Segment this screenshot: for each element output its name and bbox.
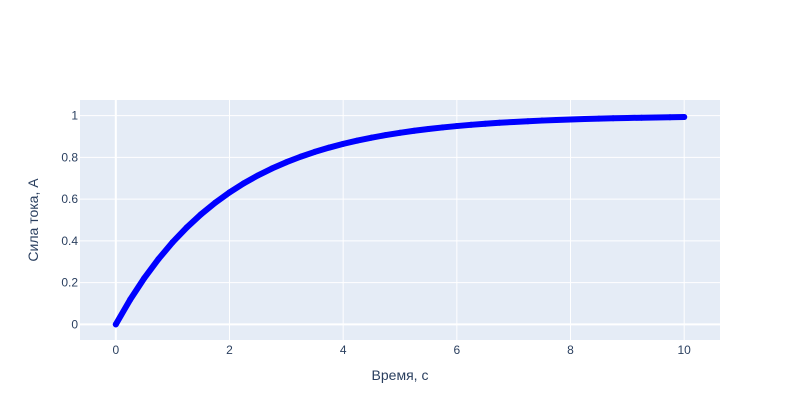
data-point: [468, 121, 475, 128]
data-point: [368, 134, 375, 141]
data-point: [141, 275, 148, 282]
data-point: [638, 114, 645, 121]
data-point: [425, 125, 432, 132]
data-point: [269, 165, 276, 172]
x-tick-labels: 0 2 4 6 8 10: [112, 343, 691, 357]
data-point: [482, 120, 489, 127]
data-point: [652, 114, 659, 121]
data-point: [354, 137, 361, 144]
x-tick-label: 0: [112, 343, 119, 357]
data-point: [212, 199, 219, 206]
data-point: [112, 321, 119, 328]
data-point: [127, 296, 134, 303]
data-point: [681, 114, 688, 121]
x-tick-label: 10: [678, 343, 692, 357]
x-tick-label: 6: [453, 343, 460, 357]
data-point: [382, 132, 389, 139]
plot-area: [80, 100, 720, 340]
x-grid-lines: [114, 100, 685, 340]
data-point: [297, 153, 304, 160]
x-axis-title: Время, с: [372, 367, 429, 383]
series-layer: [112, 114, 688, 328]
data-point: [595, 115, 602, 122]
x-tick-label: 2: [226, 343, 233, 357]
y-tick-label: 1: [71, 109, 78, 123]
data-point: [254, 172, 261, 179]
data-point: [411, 127, 418, 134]
data-point: [226, 189, 233, 196]
data-point: [198, 211, 205, 218]
data-point: [340, 140, 347, 147]
y-tick-label: 0.8: [61, 150, 78, 164]
x-tick-label: 4: [340, 343, 347, 357]
data-point: [510, 118, 517, 125]
data-point: [666, 114, 673, 121]
y-tick-label: 0.6: [61, 192, 78, 206]
y-tick-label: 0.4: [61, 234, 78, 248]
data-point: [283, 159, 290, 166]
x-tick-label: 8: [567, 343, 574, 357]
data-point: [439, 124, 446, 131]
y-tick-label: 0.2: [61, 276, 78, 290]
data-point: [624, 114, 631, 121]
y-tick-label: 0: [71, 317, 78, 331]
data-point: [325, 144, 332, 151]
data-point: [240, 180, 247, 187]
data-point: [610, 115, 617, 122]
data-point: [581, 116, 588, 123]
data-point: [496, 119, 503, 126]
data-point: [311, 148, 318, 155]
data-point: [567, 116, 574, 123]
y-tick-labels: 0 0.2 0.4 0.6 0.8 1: [61, 109, 78, 332]
data-point: [183, 224, 190, 231]
data-point: [524, 118, 531, 125]
data-point: [155, 256, 162, 263]
y-axis-title: Сила тока, А: [25, 178, 41, 262]
data-point: [539, 117, 546, 124]
data-point: [453, 123, 460, 130]
data-point: [169, 239, 176, 246]
data-point: [397, 129, 403, 136]
data-point: [553, 116, 560, 123]
